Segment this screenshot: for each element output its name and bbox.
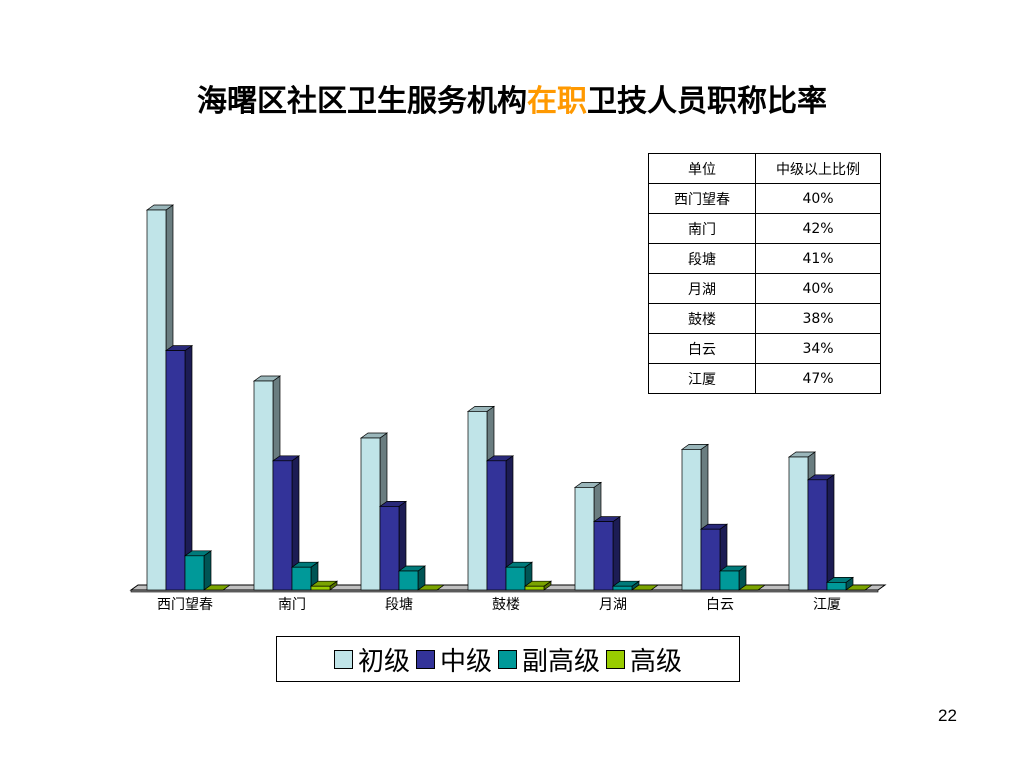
table-cell-ratio: 38% [755,303,881,334]
chart-bar [630,584,660,591]
title-part2: 卫技人员职称比率 [587,84,827,119]
title-highlight: 在职 [527,84,587,119]
legend-swatch [333,649,353,669]
table-row: 白云 34% [648,333,881,364]
table-header-unit: 单位 [648,153,756,184]
category-label: 月湖 [599,597,627,613]
table-cell-ratio: 47% [755,363,881,394]
category-label: 鼓楼 [492,597,520,613]
table-cell-unit: 白云 [648,333,756,364]
chart-bar [699,523,729,591]
legend-swatch [606,649,626,669]
chart-bar [523,580,553,591]
table-cell-unit: 段塘 [648,243,756,274]
chart-legend: 初级 中级 副高级 高级 [276,636,740,682]
chart-bars [145,204,874,591]
table-cell-unit: 月湖 [648,273,756,304]
category-label: 南门 [278,597,306,613]
chart-bar [504,561,534,591]
chart-bar [202,584,232,591]
chart-bar [718,565,748,591]
chart-bar [271,455,301,591]
legend-item: 高级 [606,641,682,678]
legend-item: 初级 [333,641,410,678]
table-cell-unit: 南门 [648,213,756,244]
table-header-row: 单位 中级以上比例 [648,153,881,184]
slide-title: 海曙区社区卫生服务机构在职卫技人员职称比率 [0,76,1024,120]
table-body: 西门望春 40% 南门 42% 段塘 41% 月湖 40% 鼓楼 38% 白云 34% 江厦 47% [648,183,881,394]
legend-item: 中级 [415,641,492,678]
table-cell-ratio: 41% [755,243,881,274]
table-row: 鼓楼 38% [648,303,881,334]
chart-bar [485,455,515,591]
table-row: 南门 42% [648,213,881,244]
legend-item: 副高级 [498,641,600,678]
chart-bar [611,580,641,591]
chart-bar [737,584,767,591]
chart-category-labels: 西门望春 南门 段塘 鼓楼 月湖 白云 江厦 [157,597,841,613]
chart-bar [416,584,446,591]
table-row: 江厦 47% [648,363,881,394]
table-cell-ratio: 42% [755,213,881,244]
chart-bar [183,550,213,591]
table-cell-unit: 江厦 [648,363,756,394]
table-cell-ratio: 34% [755,333,881,364]
category-label: 段塘 [385,597,413,613]
legend-swatch [498,649,517,669]
category-label: 白云 [706,597,734,613]
chart-bar [164,344,194,591]
table-cell-ratio: 40% [755,183,881,214]
table-row: 西门望春 40% [648,183,881,214]
category-label: 江厦 [813,597,841,613]
legend-swatch [415,649,435,669]
table-header-ratio: 中级以上比例 [755,153,881,184]
table-cell-unit: 鼓楼 [648,303,756,334]
legend-label: 初级 [357,646,410,677]
table-row: 段塘 41% [648,243,881,274]
chart-bar [309,580,339,591]
page-number: 22 [938,706,957,725]
category-label: 西门望春 [157,597,213,613]
legend-label: 副高级 [522,646,601,677]
chart-bar [806,474,836,591]
chart-bar [825,576,855,591]
ratio-table: 单位 中级以上比例 西门望春 40% 南门 42% 段塘 41% 月湖 40% 鼓楼 38% 白云 3… [648,153,881,394]
chart-bar [592,515,622,591]
table-row: 月湖 40% [648,273,881,304]
title-part1: 海曙区社区卫生服务机构 [197,84,527,119]
chart-bar [844,584,874,591]
legend-label: 中级 [439,646,492,677]
table-cell-unit: 西门望春 [648,183,756,214]
legend-label: 高级 [630,646,683,677]
chart-bar [397,565,427,591]
table-cell-ratio: 40% [755,273,881,304]
